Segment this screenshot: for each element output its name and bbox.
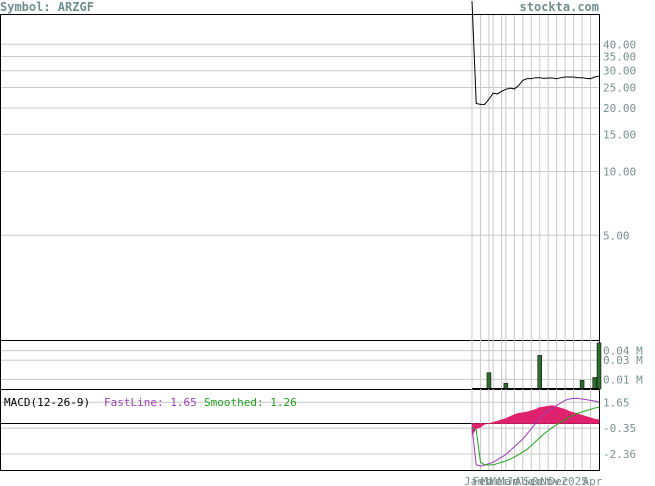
volume-bar: [537, 355, 542, 390]
price-tick-label: 5.00: [603, 229, 630, 242]
volume-tick-label: 0.01 M: [603, 373, 643, 386]
x-tick-label: Mar: [489, 475, 509, 486]
volume-bar: [596, 342, 602, 390]
price-tick-label: 35.00: [603, 51, 636, 64]
x-tick-label: Sep: [523, 475, 543, 486]
macd-smoothed-line: [471, 406, 600, 466]
macd-series: [471, 397, 600, 467]
x-tick-label: Aug: [515, 475, 535, 486]
x-tick-label: Mar: [481, 475, 501, 486]
grid-lines: [1, 15, 599, 470]
price-tick-label: 20.00: [603, 102, 636, 115]
macd-tick-label: 1.65: [603, 396, 630, 409]
x-tick-label: Apr: [583, 475, 603, 486]
macd-panel: [0, 389, 600, 471]
price-panel: [0, 14, 600, 341]
price-series: [471, 0, 600, 105]
volume-bar: [486, 372, 492, 390]
x-tick-label: Oct: [532, 475, 552, 486]
volume-tick-label: 0.04 M: [603, 345, 643, 358]
x-tick-label: 2025: [561, 475, 588, 486]
price-line: [471, 0, 600, 105]
volume-panel: [0, 340, 600, 390]
x-tick-label: Jul: [506, 475, 526, 486]
macd-histogram: [471, 405, 600, 436]
macd-fastline: [471, 397, 600, 467]
price-tick-label: 30.00: [603, 65, 636, 78]
volume-bar: [592, 377, 598, 390]
macd-tick-label: -2.36: [603, 448, 636, 461]
x-tick-label: Jan: [464, 475, 484, 486]
symbol-label: Symbol: ARZGF: [0, 0, 94, 14]
price-tick-label: 10.00: [603, 166, 636, 179]
macd-title: MACD(12-26-9): [4, 396, 90, 409]
volume-bars: [472, 342, 602, 390]
macd-smoothed-label: Smoothed: 1.26: [204, 396, 297, 409]
price-tick-label: 25.00: [603, 81, 636, 94]
volume-bar: [579, 380, 585, 390]
x-tick-label: Feb: [472, 475, 492, 486]
x-tick-label: Nov: [540, 475, 560, 486]
macd-fastline-label: FastLine: 1.65: [104, 396, 197, 409]
x-tick-label: Dec: [549, 475, 569, 486]
price-tick-label: 15.00: [603, 128, 636, 141]
macd-tick-label: -0.35: [603, 422, 636, 435]
site-label: stockta.com: [520, 0, 599, 14]
x-tick-label: Mar: [498, 475, 518, 486]
price-tick-label: 40.00: [603, 38, 636, 51]
volume-tick-label: 0.03 M: [603, 354, 643, 367]
